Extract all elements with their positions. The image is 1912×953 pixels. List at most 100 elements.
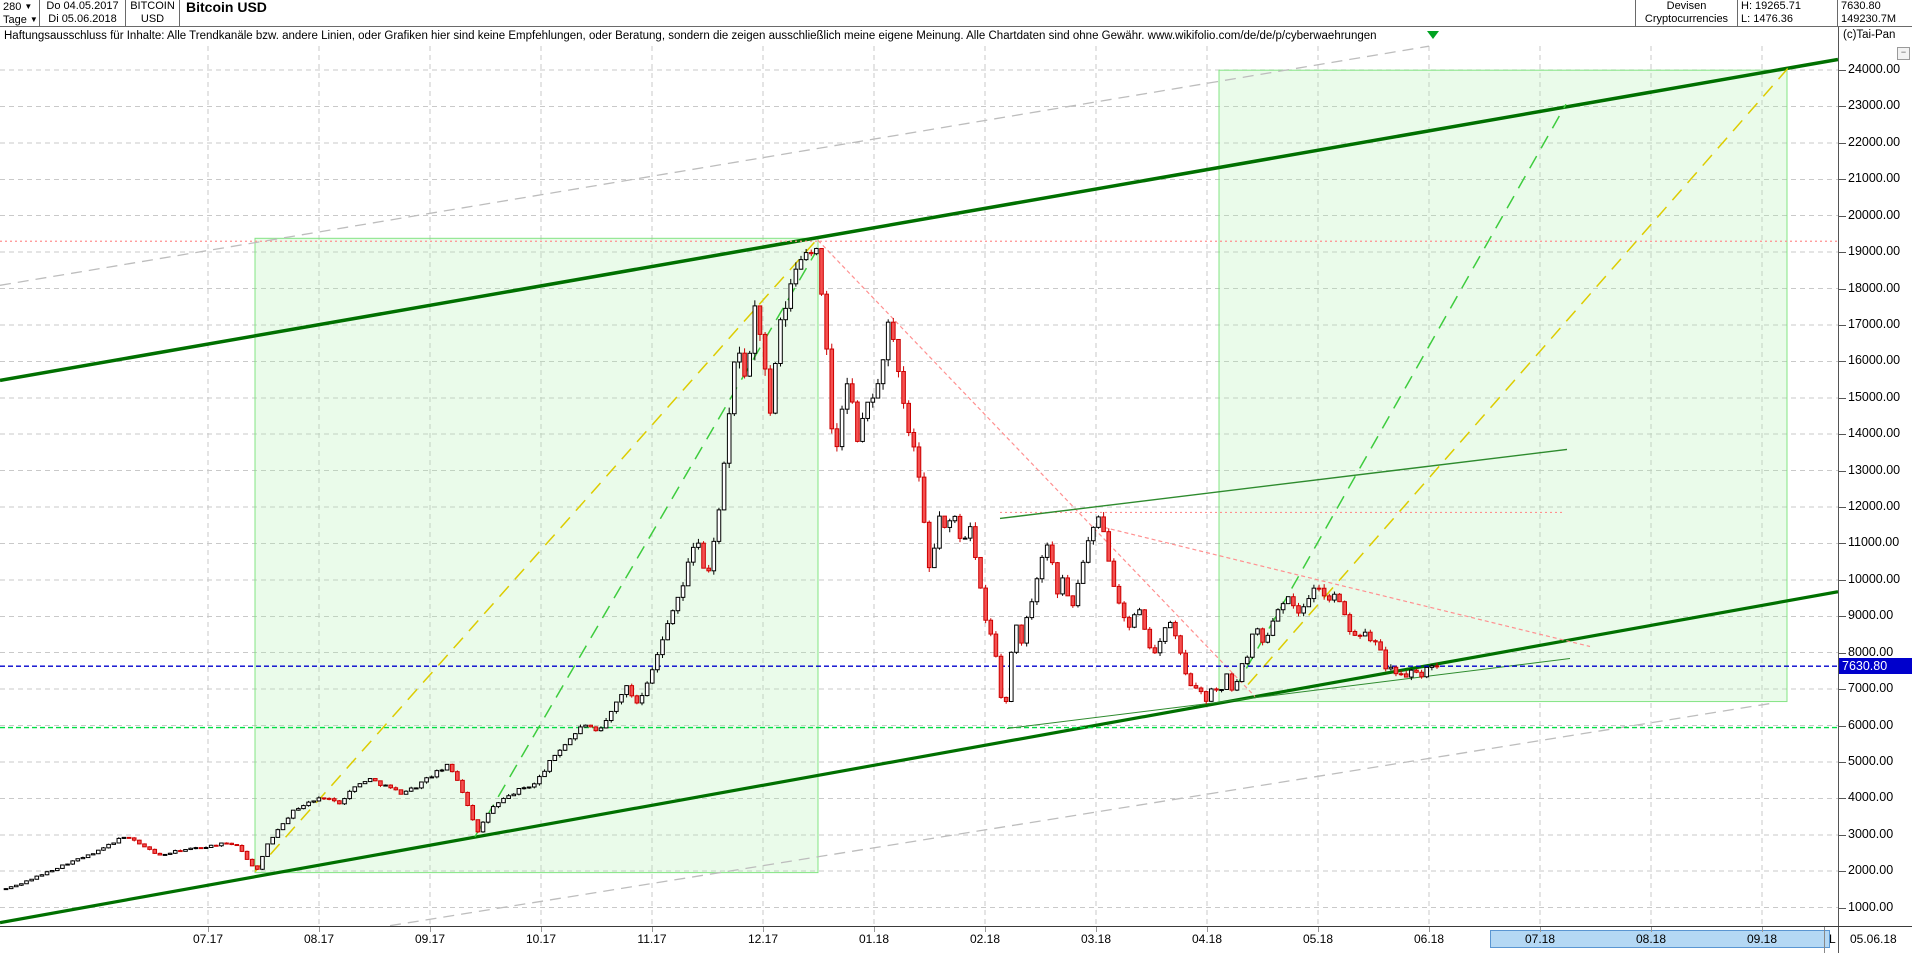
period-value[interactable]: 280 ▼ (3, 1, 33, 13)
y-axis-label: 22000.00 (1848, 134, 1901, 149)
y-axis-tick (1839, 834, 1846, 836)
x-axis-tick (1318, 927, 1319, 932)
y-axis-tick (1839, 907, 1846, 909)
y-axis-tick (1839, 397, 1846, 399)
x-axis-label: 01.18 (858, 932, 890, 946)
y-axis-tick (1839, 288, 1846, 290)
y-axis-label: 3000.00 (1848, 826, 1894, 841)
x-axis-label: 06.18 (1413, 932, 1445, 946)
y-axis-label: 11000.00 (1848, 535, 1900, 550)
chart-title: Bitcoin USD (180, 0, 1636, 26)
y-axis-label: 17000.00 (1848, 316, 1901, 331)
y-axis-label: 14000.00 (1848, 426, 1901, 441)
y-axis-tick (1839, 70, 1846, 71)
period-unit[interactable]: Tage ▼ (3, 14, 38, 26)
last-price: 7630.80 (1841, 0, 1881, 12)
downtrend-from-ath-line (817, 239, 1256, 697)
symbol-box: BITCOIN USD (126, 0, 180, 26)
y-axis-tick (1839, 761, 1846, 763)
y-axis-tick (1839, 361, 1846, 363)
x-axis-tick (541, 927, 542, 932)
x-axis-tick (985, 927, 986, 932)
period-selector[interactable]: 280 ▼ Tage ▼ (0, 0, 40, 26)
x-axis[interactable]: L 05.06.18 07.17 08.17 09.17 10.17 11.17 12.1… (0, 926, 1912, 953)
date-from[interactable]: Do 04.05.2017 (46, 0, 119, 12)
x-axis-tick (1540, 927, 1541, 932)
y-axis-label: 15000.00 (1848, 389, 1901, 404)
y-axis-tick (1839, 215, 1846, 217)
category-box: Devisen Cryptocurrencies (1636, 0, 1738, 26)
y-axis-label: 10000.00 (1848, 571, 1901, 586)
minor-resistance-green-line (999, 448, 1568, 520)
x-axis-tick (763, 927, 764, 932)
steep-rally-yellow-2017-line (254, 237, 819, 873)
lower-highs-downtrend-line (1103, 526, 1591, 648)
y-axis-tick (1839, 470, 1846, 472)
y-axis-label: 9000.00 (1848, 608, 1894, 623)
x-axis-label: 09.18 (1746, 932, 1778, 946)
y-axis-label: 18000.00 (1848, 280, 1901, 295)
copyright-label: (c)Tai-Pan (1843, 29, 1896, 41)
category-line2: Cryptocurrencies (1644, 13, 1729, 25)
y-axis-tick (1839, 106, 1846, 108)
y-axis-tick (1839, 579, 1846, 581)
x-axis-tick (1762, 927, 1763, 932)
symbol-currency: USD (140, 13, 165, 25)
x-axis-label: 03.18 (1080, 932, 1112, 946)
x-axis-label: 07.17 (192, 932, 224, 946)
y-axis-label: 2000.00 (1848, 863, 1894, 878)
price-chart-canvas[interactable] (0, 45, 1838, 926)
x-axis-label: 12.17 (747, 932, 779, 946)
x-axis-tick (430, 927, 431, 932)
x-axis-tick (1207, 927, 1208, 932)
high-value: H: 19265.71 (1741, 0, 1801, 12)
y-axis-tick (1839, 871, 1846, 873)
x-axis-label: 05.18 (1302, 932, 1334, 946)
symbol-name: BITCOIN (130, 0, 175, 12)
y-axis-label: 21000.00 (1848, 171, 1901, 186)
x-axis-label: 08.17 (303, 932, 335, 946)
x-axis-label: 11.17 (637, 932, 667, 946)
y-axis-label: 5000.00 (1848, 753, 1894, 768)
y-axis-tick (1839, 725, 1846, 727)
y-axis-tick (1839, 434, 1846, 436)
disclaimer-text: Haftungsausschluss für Inhalte: Alle Tre… (0, 27, 1838, 45)
minor-support-green-line (1006, 658, 1571, 730)
y-axis-label: 23000.00 (1848, 98, 1901, 113)
steep-projection-green-2018-line (1234, 103, 1567, 689)
primary-uptrend-upper-line (0, 57, 1838, 383)
y-axis-label: 16000.00 (1848, 353, 1901, 368)
x-axis-label: 04.18 (1191, 932, 1223, 946)
x-axis-label: 07.18 (1524, 932, 1556, 946)
date-range[interactable]: Do 04.05.2017 Di 05.06.2018 (40, 0, 126, 26)
y-axis-label: 20000.00 (1848, 207, 1901, 222)
gray-channel-upper-line (0, 45, 1430, 286)
y-axis-label: 8000.00 (1848, 644, 1894, 659)
y-axis-label: 4000.00 (1848, 790, 1894, 805)
y-axis-label: 1000.00 (1848, 899, 1894, 914)
y-axis-tick (1839, 543, 1846, 545)
low-flag-label: L (1829, 932, 1836, 946)
l-separator (1824, 927, 1825, 953)
collapse-panel-icon[interactable]: − (1897, 47, 1910, 60)
candles-down (126, 248, 1440, 870)
category-line1: Devisen (1666, 0, 1707, 12)
chart-header: 280 ▼ Tage ▼ Do 04.05.2017 Di 05.06.2018… (0, 0, 1912, 27)
future-period-highlight (1490, 930, 1830, 948)
x-axis-tick (319, 927, 320, 932)
last-price-box: 7630.80 149230.7M (1838, 0, 1912, 26)
high-low-box: H: 19265.71 L: 1476.36 (1738, 0, 1838, 26)
x-axis-tick (1651, 927, 1652, 932)
primary-uptrend-lower-line (0, 590, 1838, 925)
axis-separator (1838, 927, 1839, 953)
date-to[interactable]: Di 05.06.2018 (48, 13, 117, 25)
axis-end-date: 05.06.18 (1850, 932, 1897, 946)
x-axis-tick (1096, 927, 1097, 932)
y-axis-tick (1839, 652, 1846, 654)
y-axis-tick (1839, 324, 1846, 326)
y-axis[interactable]: 7630.80 24000.00 23000.00 22000.00 21000.00… (1838, 26, 1912, 926)
chevron-down-icon: ▼ (24, 2, 33, 11)
x-axis-label: 09.17 (414, 932, 446, 946)
y-axis-tick (1839, 252, 1846, 254)
